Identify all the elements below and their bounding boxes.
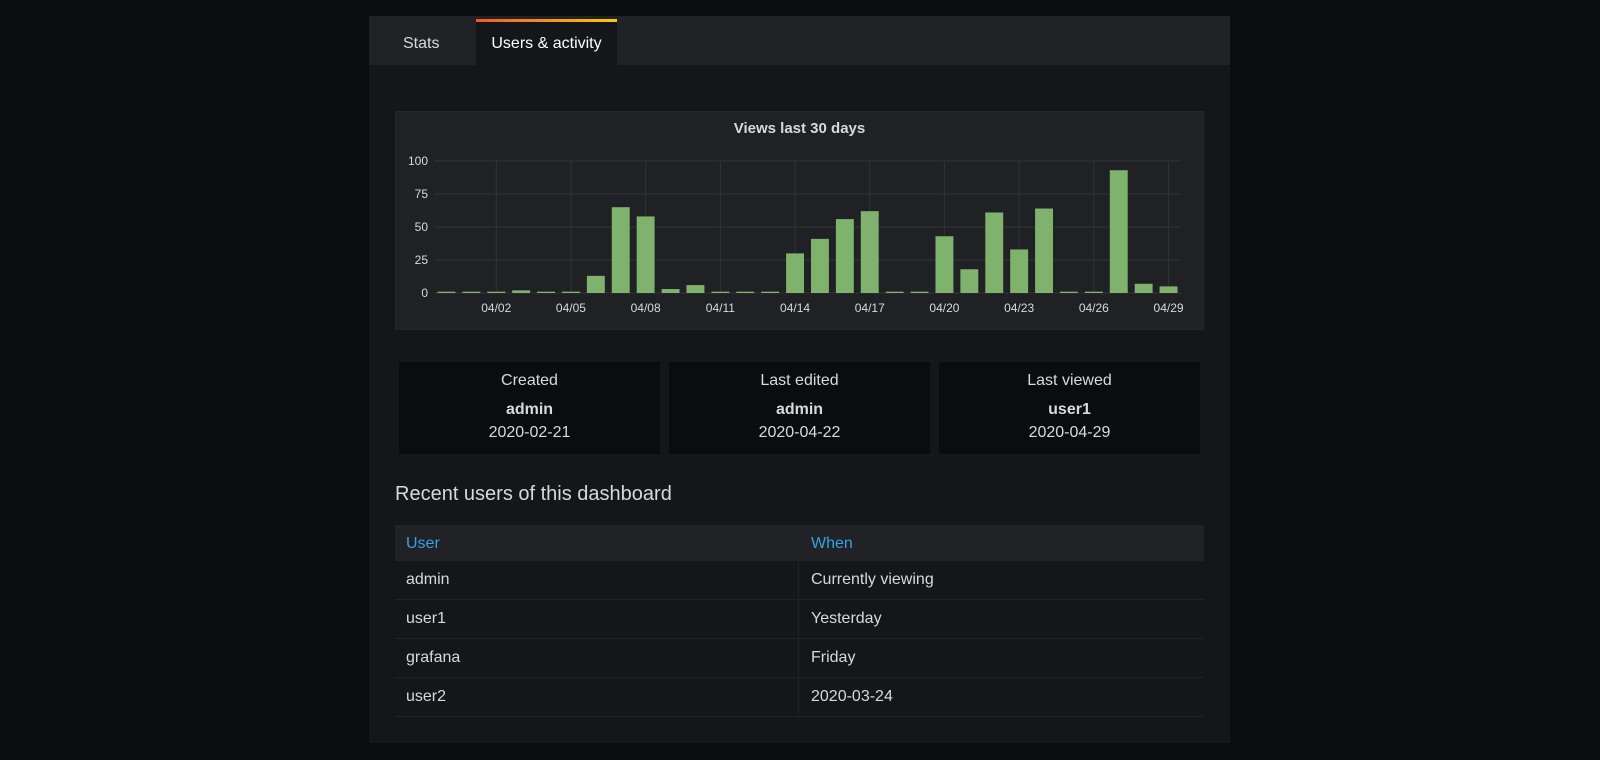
cell-user: user1 xyxy=(406,610,447,627)
x-tick-label: 04/23 xyxy=(1004,301,1034,315)
stat-user: admin xyxy=(775,401,824,418)
cell-user: grafana xyxy=(406,649,461,666)
table-header: User When xyxy=(395,525,1204,561)
tab-stats[interactable]: Stats xyxy=(403,35,440,52)
chart-bar xyxy=(1084,291,1103,293)
chart-bar xyxy=(960,269,979,293)
chart-bar xyxy=(1109,170,1128,293)
x-tick-label: 04/17 xyxy=(855,301,885,315)
chart-bar xyxy=(761,291,780,293)
column-header-user[interactable]: User xyxy=(406,535,440,552)
chart-bar xyxy=(810,238,829,293)
x-tick-label: 04/11 xyxy=(706,301,735,315)
table-row: user1 Yesterday xyxy=(395,600,1204,639)
chart-bar xyxy=(1010,249,1029,293)
tab-users-activity[interactable]: Users & activity xyxy=(476,19,617,65)
dashboard-stats-modal: Stats Users & activity Views last 30 day… xyxy=(369,16,1230,743)
cell-when: 2020-03-24 xyxy=(811,688,893,705)
cell-when: Currently viewing xyxy=(811,571,934,588)
chart-bar xyxy=(736,291,755,293)
table-row: user2 2020-03-24 xyxy=(395,678,1204,717)
stat-card-last-viewed: Last viewed user1 2020-04-29 xyxy=(939,362,1200,454)
chart-bar xyxy=(686,285,705,293)
chart-bar xyxy=(985,212,1004,293)
views-chart-panel: Views last 30 days 100 75 50 25 0 04/02 04/05 0… xyxy=(395,111,1204,330)
chart-bar xyxy=(512,290,531,293)
stat-label: Created xyxy=(501,372,558,389)
table-row: admin Currently viewing xyxy=(395,561,1204,600)
y-tick-label: 75 xyxy=(415,187,429,201)
stat-label: Last viewed xyxy=(1027,372,1112,389)
stat-user: user1 xyxy=(1048,401,1091,418)
chart-bar xyxy=(1059,291,1078,293)
chart-bar xyxy=(1159,286,1178,293)
chart-bar xyxy=(885,291,904,293)
x-tick-label: 04/05 xyxy=(556,301,586,315)
chart-bar xyxy=(661,289,680,293)
y-tick-label: 25 xyxy=(415,253,429,267)
chart-bar xyxy=(711,291,730,293)
x-tick-label: 04/02 xyxy=(481,301,511,315)
stat-date: 2020-04-22 xyxy=(758,424,841,441)
recent-users-heading: Recent users of this dashboard xyxy=(395,483,672,505)
chart-bar xyxy=(786,253,805,293)
cell-user: user2 xyxy=(406,688,447,705)
stat-label: Last edited xyxy=(760,372,839,389)
stat-date: 2020-04-29 xyxy=(1028,424,1111,441)
cell-when: Yesterday xyxy=(811,610,882,627)
column-divider xyxy=(798,525,799,719)
chart-bar xyxy=(487,291,506,293)
x-tick-label: 04/14 xyxy=(780,301,810,315)
cell-user: admin xyxy=(406,571,450,588)
chart-bar xyxy=(1035,208,1054,293)
views-bar-chart: 100 75 50 25 0 04/02 04/05 04/08 04/11 04/14 04/17… xyxy=(408,154,1184,315)
stat-card-created: Created admin 2020-02-21 xyxy=(399,362,660,454)
chart-bar xyxy=(586,275,605,293)
x-tick-label: 04/26 xyxy=(1079,301,1109,315)
chart-bar xyxy=(462,291,481,293)
chart-bar xyxy=(636,216,655,293)
column-header-when[interactable]: When xyxy=(811,535,853,552)
y-tick-label: 0 xyxy=(421,286,428,300)
y-tick-label: 50 xyxy=(415,220,429,234)
chart-bar xyxy=(935,236,954,293)
chart-bar xyxy=(1134,283,1153,293)
chart-bar xyxy=(910,291,929,293)
tab-bar: Stats Users & activity xyxy=(369,16,1230,65)
y-tick-label: 100 xyxy=(408,154,428,168)
chart-bar xyxy=(561,291,580,293)
chart-bar xyxy=(611,207,630,293)
table-row: grafana Friday xyxy=(395,639,1204,678)
x-tick-label: 04/08 xyxy=(631,301,661,315)
stat-date: 2020-02-21 xyxy=(488,424,571,441)
chart-bar xyxy=(835,219,854,293)
chart-title: Views last 30 days xyxy=(733,120,866,137)
chart-bar xyxy=(537,291,556,293)
x-tick-label: 04/20 xyxy=(929,301,959,315)
chart-bar xyxy=(860,211,879,293)
stat-card-last-edited: Last edited admin 2020-04-22 xyxy=(669,362,930,454)
x-tick-label: 04/29 xyxy=(1154,301,1184,315)
chart-bar xyxy=(437,291,456,293)
cell-when: Friday xyxy=(811,649,856,666)
stat-user: admin xyxy=(505,401,554,418)
